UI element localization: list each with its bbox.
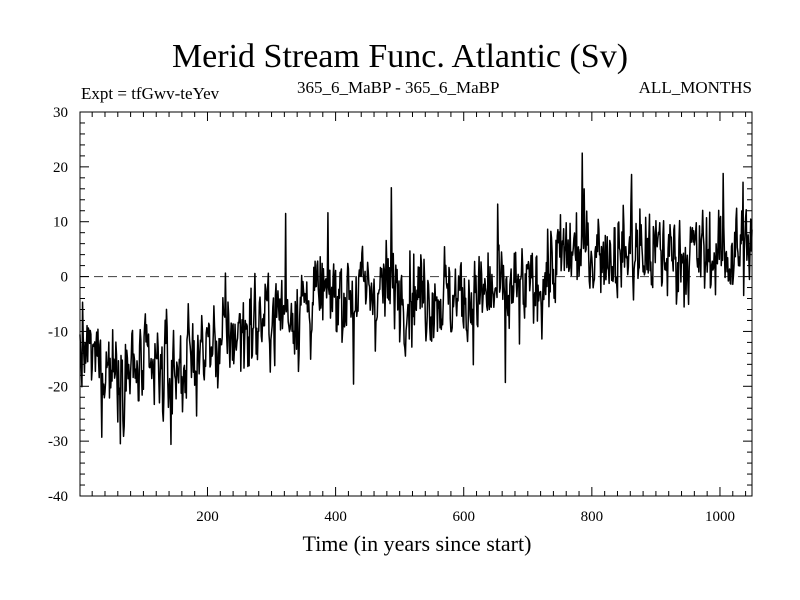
x-tick-label: 800 <box>581 509 604 525</box>
months-label: ALL_MONTHS <box>638 78 752 97</box>
x-tick-label: 600 <box>452 509 475 525</box>
y-tick-label: -20 <box>48 379 68 395</box>
y-tick-label: -10 <box>48 324 68 340</box>
period-label: 365_6_MaBP - 365_6_MaBP <box>297 78 500 97</box>
axes: 200 400 600 800 1000 30 20 10 0 -10 -20 -30 -40 <box>48 105 753 525</box>
plot-frame <box>79 111 753 497</box>
experiment-label: Expt = tfGwv-teYev <box>81 84 220 103</box>
y-tick-label: -30 <box>48 434 68 450</box>
x-tick-label: 1000 <box>705 509 735 525</box>
y-tick-label: -40 <box>48 489 68 505</box>
y-tick-label: 0 <box>61 270 69 286</box>
series-layer <box>79 152 753 446</box>
x-tick-label: 400 <box>324 509 347 525</box>
x-axis-label: Time (in years since start) <box>302 531 532 556</box>
y-tick-label: 10 <box>53 215 68 231</box>
chart-title: Merid Stream Func. Atlantic (Sv) <box>171 38 629 75</box>
x-tick-label: 200 <box>196 509 219 525</box>
y-tick-label: 20 <box>53 160 68 176</box>
series-line <box>79 152 753 446</box>
y-tick-label: 30 <box>53 105 68 121</box>
